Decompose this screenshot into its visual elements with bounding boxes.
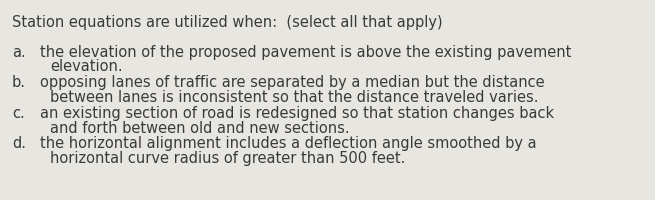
Text: elevation.: elevation. <box>50 59 123 74</box>
Text: b.: b. <box>12 75 26 90</box>
Text: d.: d. <box>12 136 26 151</box>
Text: a.: a. <box>12 45 26 60</box>
Text: c.: c. <box>12 106 25 121</box>
Text: the elevation of the proposed pavement is above the existing pavement: the elevation of the proposed pavement i… <box>40 45 571 60</box>
Text: an existing section of road is redesigned so that station changes back: an existing section of road is redesigne… <box>40 106 554 121</box>
Text: Station equations are utilized when:  (select all that apply): Station equations are utilized when: (se… <box>12 15 443 30</box>
Text: horizontal curve radius of greater than 500 feet.: horizontal curve radius of greater than … <box>50 151 405 166</box>
Text: and forth between old and new sections.: and forth between old and new sections. <box>50 121 350 136</box>
Text: the horizontal alignment includes a deflection angle smoothed by a: the horizontal alignment includes a defl… <box>40 136 536 151</box>
Text: between lanes is inconsistent so that the distance traveled varies.: between lanes is inconsistent so that th… <box>50 90 538 105</box>
Text: opposing lanes of traffic are separated by a median but the distance: opposing lanes of traffic are separated … <box>40 75 545 90</box>
